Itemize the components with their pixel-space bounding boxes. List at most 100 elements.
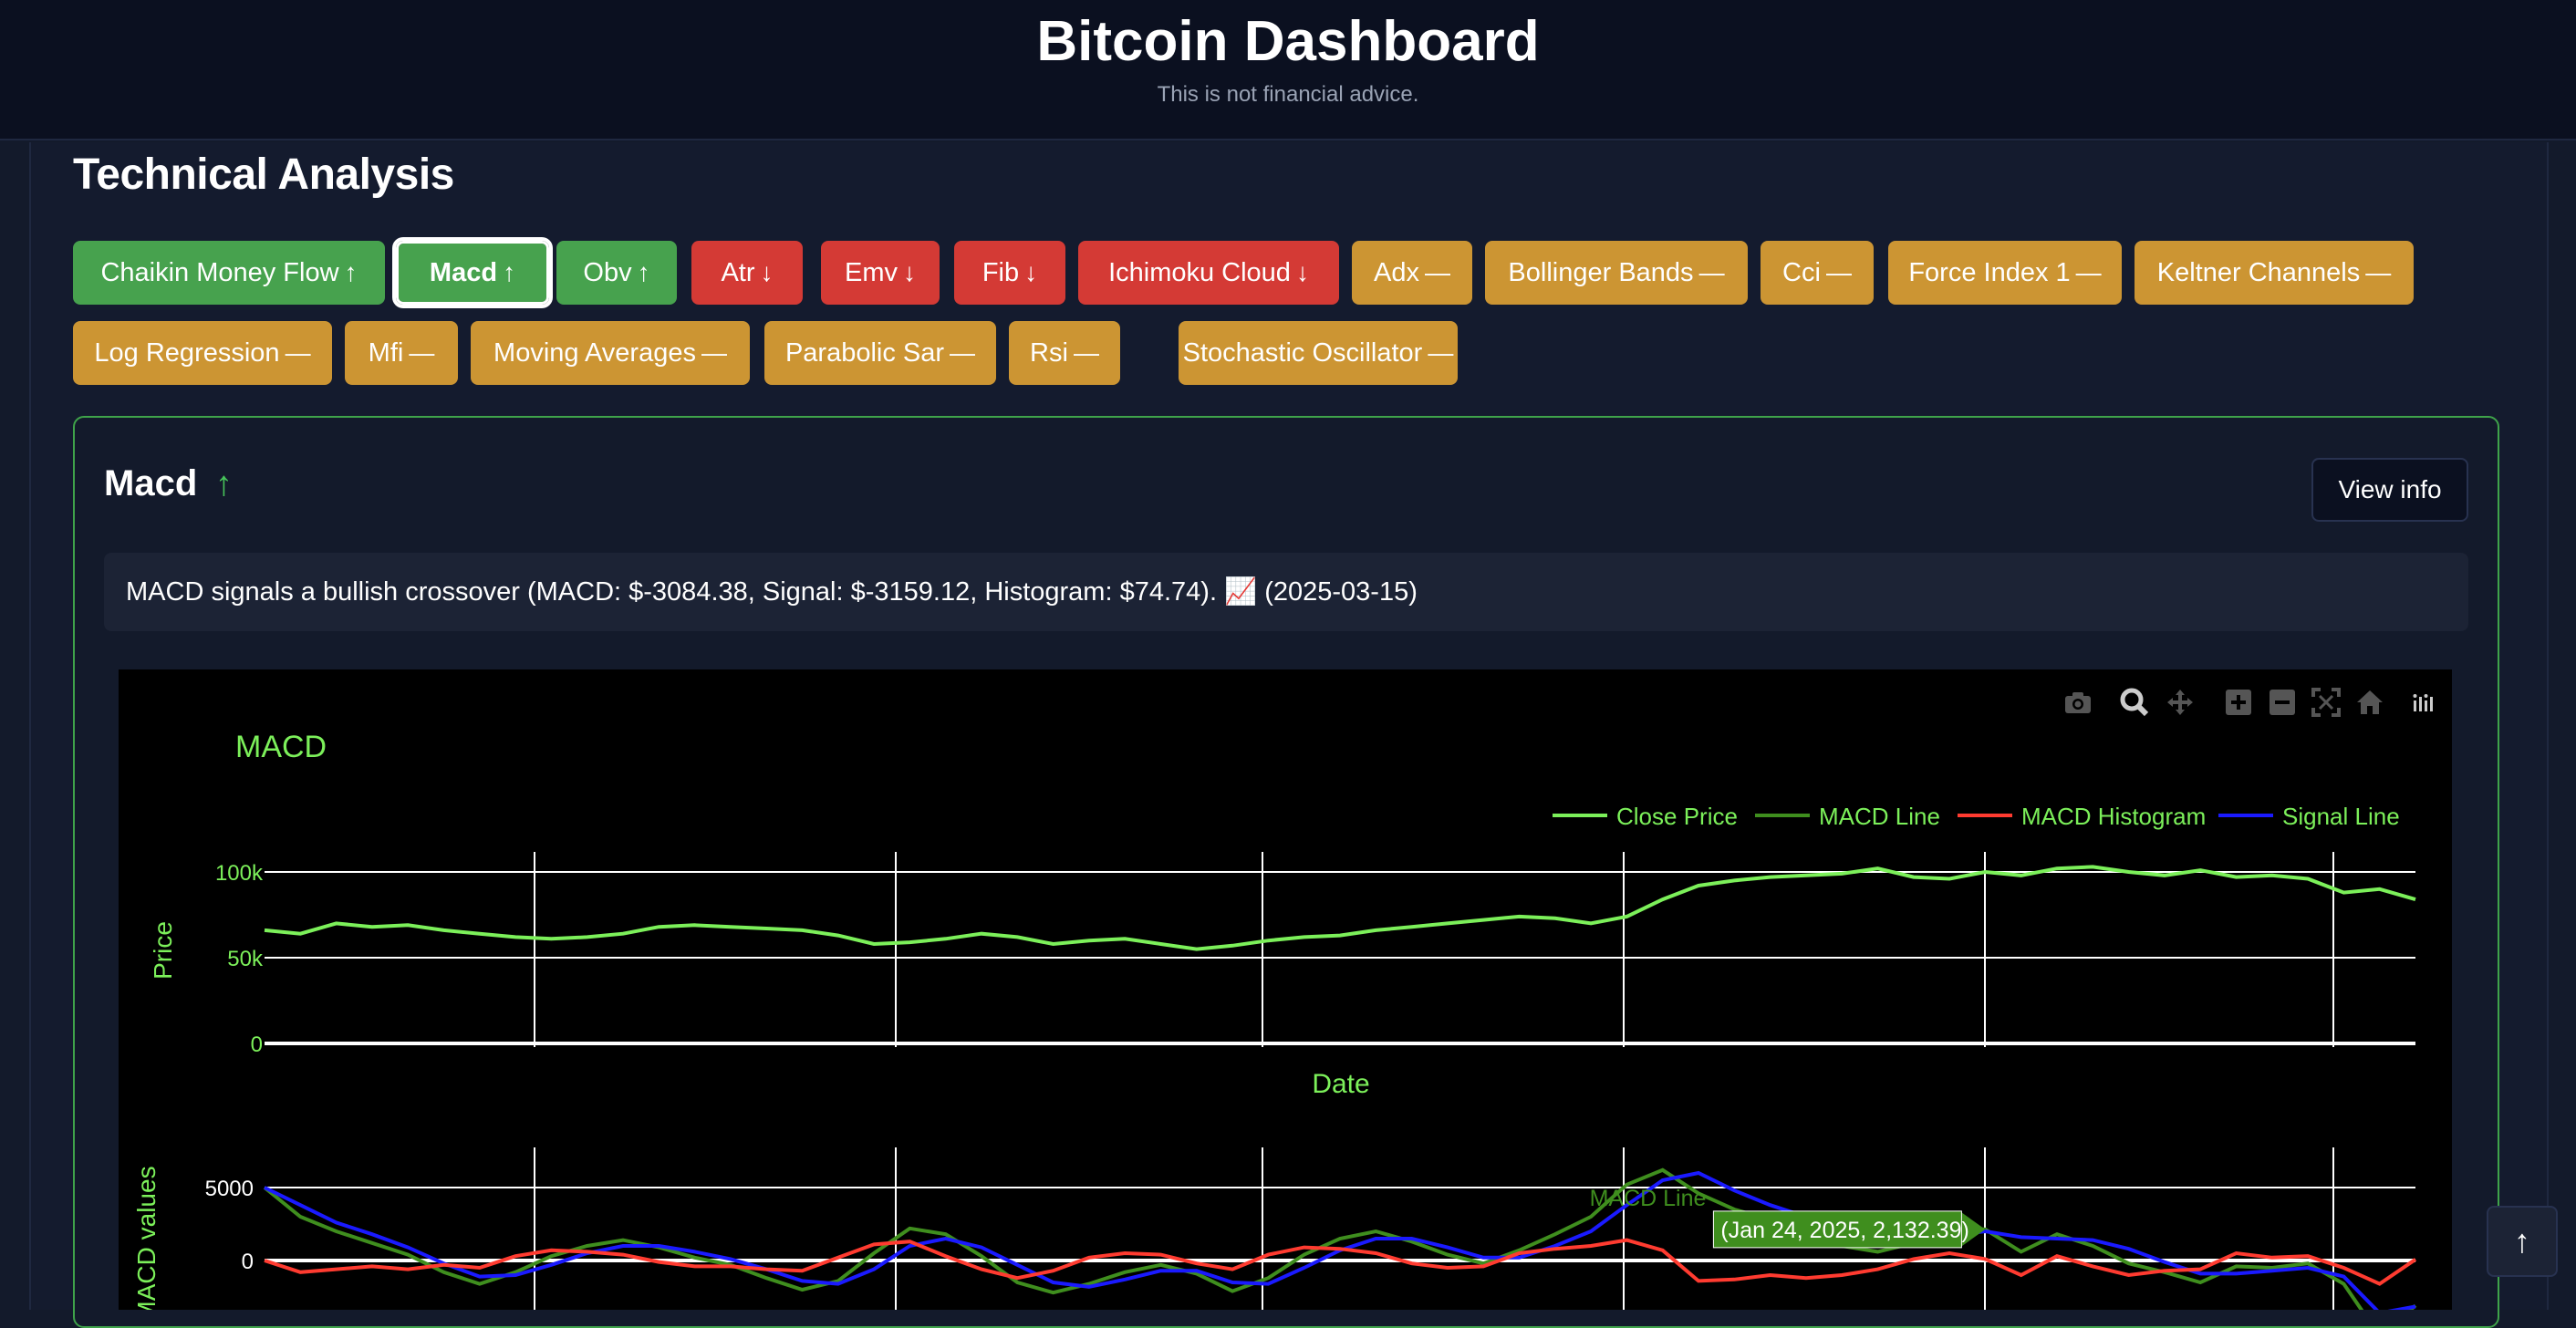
indicator-button-stochastic-oscillator[interactable]: Stochastic Oscillator — xyxy=(1179,321,1458,385)
arrow-up-icon: ↑ xyxy=(503,258,516,286)
indicator-button-macd[interactable]: Macd ↑ xyxy=(396,241,549,305)
hover-box xyxy=(1712,1210,1962,1249)
indicator-label: Fib xyxy=(982,257,1020,287)
indicator-button-rsi[interactable]: Rsi — xyxy=(1009,321,1120,385)
y-tick-label: 100k xyxy=(215,861,264,886)
hover-text: (Jan 24, 2025, 2,132.39) xyxy=(1720,1218,1968,1243)
indicator-label: Macd xyxy=(429,257,498,287)
indicator-label: Ichimoku Cloud xyxy=(1108,257,1291,287)
indicator-button-emv[interactable]: Emv ↓ xyxy=(821,241,940,305)
indicator-button-fib[interactable]: Fib ↓ xyxy=(954,241,1065,305)
arrow-up-icon: ↑ xyxy=(2514,1222,2530,1260)
dash-icon: — xyxy=(1825,258,1852,286)
indicator-button-force-index-1[interactable]: Force Index 1— xyxy=(1888,241,2122,305)
zoom-out-icon[interactable] xyxy=(2270,690,2295,715)
macd-chart[interactable]: MACD Close Price MACD Line MACD Histogram S… xyxy=(119,669,2452,1310)
macd-panel: 5000 0 xyxy=(205,1147,2417,1310)
dash-icon: — xyxy=(1698,258,1725,286)
hover-tooltip: (Jan 24, 2025, 2,132.39) MACD Line xyxy=(1590,1186,1986,1249)
dash-icon: — xyxy=(1073,338,1099,367)
y-tick-label: 0 xyxy=(251,1032,263,1057)
card-title: Macd xyxy=(104,463,198,503)
dash-icon: — xyxy=(950,338,976,367)
indicator-label: Obv xyxy=(583,257,632,287)
legend-label: Signal Line xyxy=(2282,803,2400,830)
arrow-down-icon: ↓ xyxy=(1295,258,1309,286)
indicator-button-keltner-channels[interactable]: Keltner Channels — xyxy=(2135,241,2414,305)
y-tick-label: 5000 xyxy=(205,1177,254,1201)
legend-item-signal-line[interactable]: Signal Line xyxy=(2218,803,2400,830)
indicator-label: Rsi xyxy=(1030,337,1068,368)
arrow-down-icon: ↓ xyxy=(903,258,916,286)
indicator-button-chaikin-money-flow[interactable]: Chaikin Money Flow ↑ xyxy=(73,241,385,305)
arrow-down-icon: ↓ xyxy=(1024,258,1038,286)
arrow-up-icon: ↑ xyxy=(215,465,233,503)
indicator-button-obv[interactable]: Obv ↑ xyxy=(556,241,677,305)
indicator-label: Parabolic Sar xyxy=(784,337,945,368)
page-subtitle: This is not financial advice. xyxy=(1157,82,1419,107)
indicator-button-log-regression[interactable]: Log Regression — xyxy=(73,321,332,385)
indicator-label: Cci xyxy=(1782,257,1821,287)
indicator-label: Moving Averages xyxy=(493,337,696,368)
zoom-in-icon[interactable] xyxy=(2226,690,2251,715)
indicator-button-ichimoku-cloud[interactable]: Ichimoku Cloud ↓ xyxy=(1078,241,1339,305)
x-axis-label-date: Date xyxy=(1312,1069,1369,1099)
dash-icon: — xyxy=(2365,258,2392,286)
dash-icon: — xyxy=(701,338,727,367)
indicator-button-cci[interactable]: Cci — xyxy=(1761,241,1874,305)
indicator-label: Force Index 1 xyxy=(1908,257,2071,287)
series-signal-line xyxy=(264,1170,2416,1310)
price-panel: 100k 50k 0 xyxy=(215,852,2416,1057)
camera-icon[interactable] xyxy=(2065,692,2091,713)
chart-legend[interactable]: Close Price MACD Line MACD Histogram Signal… xyxy=(1553,803,2400,830)
indicator-label: Bollinger Bands xyxy=(1508,257,1694,287)
indicator-button-bollinger-bands[interactable]: Bollinger Bands — xyxy=(1485,241,1748,305)
legend-item-close-price[interactable]: Close Price xyxy=(1553,803,1738,830)
indicator-label: Adx xyxy=(1374,257,1419,287)
hover-series-name: MACD Line xyxy=(1590,1186,1707,1211)
page-title: Bitcoin Dashboard xyxy=(1036,10,1540,73)
indicator-label: Log Regression xyxy=(94,337,280,368)
indicator-label: Stochastic Oscillator xyxy=(1182,337,1423,368)
y-axis-label-macd: MACD values xyxy=(132,1166,161,1310)
signal-summary: MACD signals a bullish crossover (MACD: … xyxy=(104,553,2468,631)
scroll-to-top-button[interactable]: ↑ xyxy=(2487,1206,2558,1277)
indicator-label: Atr xyxy=(721,257,755,287)
indicator-button-atr[interactable]: Atr ↓ xyxy=(691,241,803,305)
indicator-button-moving-averages[interactable]: Moving Averages — xyxy=(471,321,750,385)
pan-icon[interactable] xyxy=(2167,690,2193,715)
y-tick-label: 0 xyxy=(242,1250,254,1274)
modebar xyxy=(2065,688,2434,717)
view-info-button[interactable]: View info xyxy=(2311,458,2468,522)
indicator-label: Emv xyxy=(845,257,898,287)
series-close-price xyxy=(264,865,2416,951)
zoom-icon[interactable] xyxy=(2120,688,2149,717)
indicator-button-adx[interactable]: Adx — xyxy=(1352,241,1472,305)
dash-icon: — xyxy=(2075,258,2102,286)
y-tick-label: 50k xyxy=(227,947,264,971)
arrow-up-icon: ↑ xyxy=(344,258,358,286)
dash-icon: — xyxy=(409,338,435,367)
indicator-label: Chaikin Money Flow xyxy=(100,257,339,287)
legend-item-macd-line[interactable]: MACD Line xyxy=(1755,803,1940,830)
chart-title: MACD xyxy=(235,730,327,764)
autoscale-icon[interactable] xyxy=(2311,688,2341,717)
reset-axes-icon[interactable] xyxy=(2357,690,2383,714)
legend-label: Close Price xyxy=(1616,803,1738,830)
arrow-up-icon: ↑ xyxy=(637,258,650,286)
y-axis-label-price: Price xyxy=(149,921,177,980)
series-macd-line xyxy=(263,1167,2417,1310)
indicator-button-parabolic-sar[interactable]: Parabolic Sar — xyxy=(764,321,996,385)
dashboard-header: Bitcoin Dashboard This is not financial … xyxy=(0,0,2576,140)
series-macd-histogram xyxy=(264,1238,2417,1286)
legend-item-macd-histogram[interactable]: MACD Histogram xyxy=(1958,803,2206,830)
dash-icon: — xyxy=(1424,258,1450,286)
indicator-label: Mfi xyxy=(368,337,404,368)
indicator-label: Keltner Channels xyxy=(2156,257,2361,287)
plotly-logo-icon[interactable] xyxy=(2413,694,2434,711)
section-title: Technical Analysis xyxy=(73,150,454,199)
dash-icon: — xyxy=(285,338,311,367)
indicator-button-mfi[interactable]: Mfi — xyxy=(345,321,458,385)
arrow-down-icon: ↓ xyxy=(760,258,774,286)
dash-icon: — xyxy=(1428,338,1454,367)
